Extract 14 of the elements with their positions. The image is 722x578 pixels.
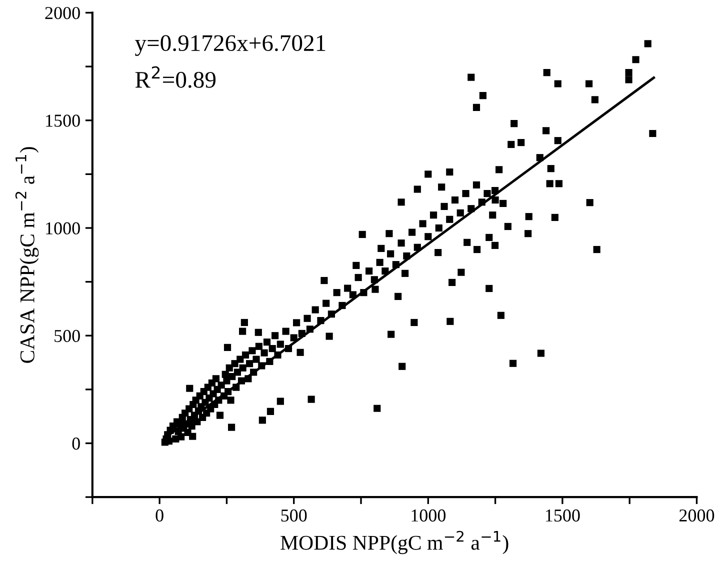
y-tick-label: 1000 [46, 222, 80, 234]
x-axis-title: MODIS NPP(gC m$^{−2}$ a$^{−1}$) [280, 530, 508, 554]
y-tick-label: 1500 [46, 114, 80, 127]
y-axis-title: CASA NPP(gC m$^{−2}$ a$^{−1}$) [15, 147, 39, 363]
x-tick-label: 2000 [679, 509, 714, 522]
x-tick-label: 0 [156, 509, 164, 522]
annotation: y=0.91726x+6.7021 [135, 35, 326, 56]
x-tick-label: 500 [281, 509, 307, 522]
annotation: R$^{2}$=0.89 [135, 66, 216, 88]
y-tick-label: 500 [54, 330, 80, 342]
x-tick-label: 1500 [546, 509, 580, 522]
x-tick-label: 1000 [412, 509, 446, 522]
y-tick-label: 0 [72, 438, 80, 450]
y-tick-label: 2000 [45, 6, 80, 20]
